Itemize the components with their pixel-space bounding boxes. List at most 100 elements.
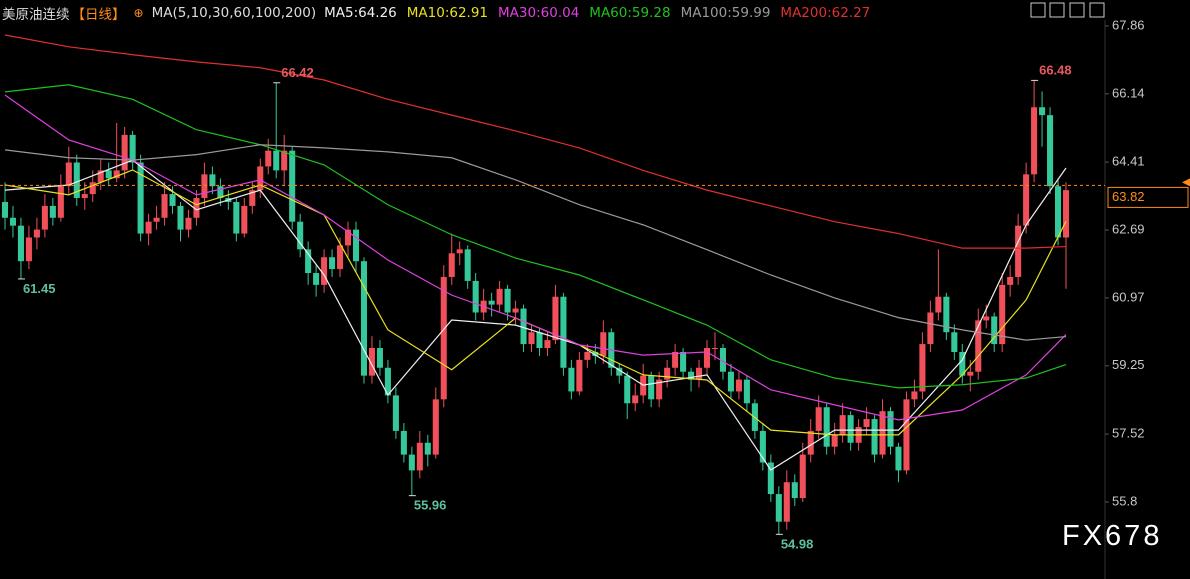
candle-body (321, 257, 328, 285)
candle-body (488, 300, 495, 305)
candle-body (209, 174, 216, 187)
candle-body (959, 351, 966, 376)
ma-line (4, 144, 1067, 341)
annotation-label: 54.98 (781, 536, 814, 551)
candle-body (440, 276, 447, 400)
candle-body (544, 340, 551, 349)
candle-body (456, 249, 463, 254)
ma-line (4, 84, 1067, 389)
candle-body (305, 249, 312, 274)
add-icon[interactable]: ⊕ (133, 6, 144, 20)
candle-body (281, 150, 288, 171)
toolbar-icons[interactable] (1030, 2, 1105, 18)
candle-body (791, 482, 798, 499)
candle-body (823, 407, 830, 447)
last-price-label: 63.82 (1112, 189, 1145, 204)
candle-body (991, 316, 998, 345)
y-tick-label: 67.86 (1112, 17, 1145, 32)
period[interactable]: 【日线】 (71, 7, 126, 23)
candle-body (983, 316, 990, 321)
candle-body (951, 332, 958, 352)
candle-body (81, 194, 88, 199)
candle-body (416, 442, 423, 471)
candle-body (672, 351, 679, 368)
candle-body (1062, 190, 1070, 238)
y-tick-label: 64.41 (1112, 154, 1145, 169)
indicator[interactable]: MA(5,10,30,60,100,200) (151, 5, 317, 21)
candle-body (97, 170, 104, 183)
annotation-label: 55.96 (414, 498, 447, 513)
candle-body (536, 332, 543, 349)
candle-body (664, 367, 671, 380)
candle-body (257, 166, 264, 191)
y-tick-label: 66.14 (1112, 85, 1145, 100)
legend-entry: MA200:62.27 (780, 5, 871, 21)
candle-body (504, 288, 511, 313)
header: 美原油连续 【日线】 ⊕ MA(5,10,30,60,100,200) MA5:… (2, 3, 870, 23)
candle-body (616, 367, 623, 376)
candle-body (696, 367, 703, 380)
candle-body (1047, 115, 1054, 187)
tool-icon[interactable] (1030, 2, 1046, 18)
candle-body (169, 194, 176, 206)
candle-body (552, 296, 559, 341)
candle-body (241, 205, 248, 234)
candle-body (711, 348, 719, 350)
candle-body (145, 221, 152, 234)
candle-body (743, 379, 750, 404)
candle-body (831, 434, 838, 447)
candle-body (1055, 186, 1062, 238)
tool-icon[interactable] (1049, 2, 1065, 18)
candle-body (847, 415, 854, 443)
candle-body (297, 221, 304, 250)
tool-icon[interactable] (1069, 2, 1085, 18)
candle-body (360, 261, 368, 376)
last-price-arrow (1182, 178, 1190, 187)
candle-body (576, 359, 583, 392)
candle-body (1023, 174, 1030, 226)
candle-body (584, 351, 591, 360)
candle-body (137, 162, 144, 234)
candle-body (337, 245, 344, 270)
candle-body (895, 446, 902, 471)
candle-body (193, 198, 200, 218)
candle-body (887, 411, 894, 447)
candle-body (975, 320, 982, 372)
candle-body (273, 150, 280, 171)
candle-body (1031, 107, 1038, 175)
candle-body (113, 170, 120, 179)
legend-entry: MA30:60.04 (498, 5, 580, 21)
y-tick-label: 62.69 (1112, 221, 1145, 236)
candle-body (879, 411, 886, 455)
candle-body (57, 186, 64, 218)
y-tick-label: 55.8 (1112, 493, 1137, 508)
candle-body (680, 351, 687, 372)
candle-body (775, 494, 782, 522)
candle-body (432, 399, 439, 455)
candle-body (201, 174, 208, 199)
candle-body (41, 205, 48, 230)
candle-body (592, 351, 599, 356)
y-tick-label: 57.52 (1112, 426, 1145, 441)
y-tick-label: 60.97 (1112, 289, 1145, 304)
candle-body (17, 225, 24, 262)
candle-body (368, 348, 375, 376)
candle-body (632, 395, 639, 404)
candle-body (839, 415, 846, 435)
candle-body (161, 194, 168, 218)
candle-body (1007, 276, 1014, 285)
candle-body (25, 237, 32, 262)
candle-body (233, 201, 240, 234)
candle-body (121, 134, 128, 171)
candle-body (408, 454, 415, 471)
candle-body (265, 150, 272, 167)
candle-body (384, 367, 391, 396)
candle-body (376, 348, 383, 368)
candle-body (352, 229, 360, 262)
candle-body (719, 348, 727, 372)
candle-body (560, 296, 567, 368)
tool-icon[interactable] (1089, 2, 1105, 18)
candle-body (600, 332, 607, 356)
candle-body (289, 150, 296, 222)
